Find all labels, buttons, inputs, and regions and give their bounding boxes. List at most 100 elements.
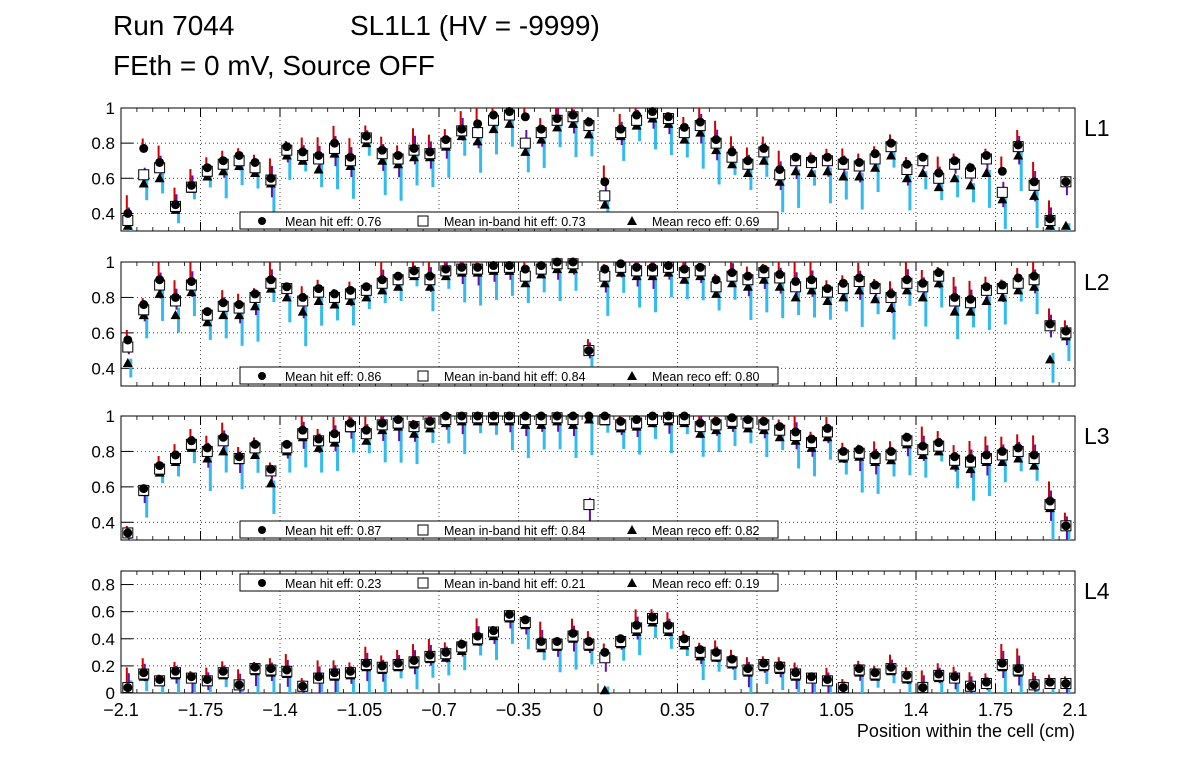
reco-point bbox=[774, 281, 785, 291]
hit-point bbox=[934, 438, 944, 448]
reco-point bbox=[917, 292, 928, 302]
hit-point bbox=[918, 683, 928, 693]
hit-point bbox=[1029, 450, 1039, 460]
reco-point bbox=[552, 122, 563, 132]
hit-point bbox=[1061, 326, 1071, 336]
hit-point bbox=[918, 278, 928, 288]
hit-point bbox=[648, 107, 658, 117]
hit-point bbox=[441, 647, 451, 657]
reco-point bbox=[806, 285, 817, 295]
reco-point bbox=[599, 199, 610, 209]
reco-point bbox=[218, 166, 229, 176]
hit-point bbox=[807, 434, 817, 444]
reco-point bbox=[965, 464, 976, 474]
reco-point bbox=[472, 136, 483, 146]
hit-point bbox=[743, 664, 753, 674]
legend-hit-label: Mean hit eff: 0.23 bbox=[285, 577, 381, 591]
hit-point bbox=[171, 666, 181, 676]
hit-point bbox=[504, 261, 514, 271]
hit-point bbox=[377, 661, 387, 671]
reco-point bbox=[679, 274, 690, 284]
hit-point bbox=[981, 677, 991, 687]
hit-point bbox=[123, 528, 133, 538]
hit-point bbox=[791, 276, 801, 286]
hit-point bbox=[123, 335, 133, 345]
hit-point bbox=[695, 645, 705, 655]
hit-point bbox=[886, 289, 896, 299]
hit-point bbox=[425, 147, 435, 157]
hit-point bbox=[250, 439, 260, 449]
x-tick-label: −1.05 bbox=[337, 700, 383, 720]
hit-point bbox=[886, 138, 896, 148]
hit-point bbox=[584, 411, 594, 421]
legend-hit-marker bbox=[258, 217, 266, 225]
hit-point bbox=[330, 429, 340, 439]
y-tick-label: 1 bbox=[106, 407, 115, 426]
hit-point bbox=[663, 411, 673, 421]
x-tick-label: −0.35 bbox=[496, 700, 542, 720]
hit-point bbox=[298, 425, 308, 435]
hit-point bbox=[393, 658, 403, 668]
hit-point bbox=[870, 280, 880, 290]
reco-point bbox=[1060, 220, 1071, 230]
hit-point bbox=[282, 142, 292, 152]
hit-point bbox=[155, 157, 165, 167]
reco-point bbox=[409, 152, 420, 162]
legend-reco-marker bbox=[627, 216, 637, 225]
hit-point bbox=[807, 672, 817, 682]
hit-point bbox=[234, 452, 244, 462]
hit-point bbox=[393, 150, 403, 160]
hit-point bbox=[361, 282, 371, 292]
legend-reco-label: Mean reco eff: 0.69 bbox=[652, 215, 760, 229]
legend-inband-marker bbox=[417, 370, 429, 382]
hit-point bbox=[425, 650, 435, 660]
hit-point bbox=[186, 180, 196, 190]
reco-point bbox=[1013, 453, 1024, 463]
hit-point bbox=[1045, 677, 1055, 687]
reco-point bbox=[854, 285, 865, 295]
reco-point bbox=[679, 134, 690, 144]
reco-point bbox=[281, 292, 292, 302]
hit-point bbox=[1061, 679, 1071, 689]
legend-hit-marker bbox=[258, 526, 266, 534]
panel-label-L4: L4 bbox=[1084, 578, 1110, 604]
hit-point bbox=[171, 200, 181, 210]
hit-point bbox=[1045, 319, 1055, 329]
reco-point bbox=[568, 118, 579, 128]
reco-point bbox=[981, 168, 992, 178]
hit-point bbox=[854, 157, 864, 167]
hit-point bbox=[934, 168, 944, 178]
legend-inband-label: Mean in-band hit eff: 0.73 bbox=[444, 215, 586, 229]
hit-point bbox=[1013, 443, 1023, 453]
reco-point bbox=[695, 428, 706, 438]
reco-point bbox=[520, 146, 531, 156]
hit-point bbox=[504, 107, 514, 117]
hit-point bbox=[616, 634, 626, 644]
hit-point bbox=[473, 631, 483, 641]
hit-point bbox=[552, 257, 562, 267]
reco-point bbox=[727, 159, 738, 169]
reco-point bbox=[154, 173, 165, 183]
hit-point bbox=[632, 110, 642, 120]
reco-point bbox=[774, 432, 785, 442]
hit-point bbox=[663, 261, 673, 271]
hit-point bbox=[489, 110, 499, 120]
hit-point bbox=[807, 154, 817, 164]
hit-point bbox=[282, 665, 292, 675]
hit-point bbox=[504, 609, 514, 619]
hit-point bbox=[155, 674, 165, 684]
reco-point bbox=[822, 295, 833, 305]
reco-point bbox=[488, 124, 499, 134]
inband-point bbox=[138, 169, 150, 181]
legend-hit-marker bbox=[258, 579, 266, 587]
hit-point bbox=[727, 147, 737, 157]
y-tick-label: 0.8 bbox=[91, 134, 115, 153]
hit-point bbox=[489, 626, 499, 636]
reco-point bbox=[870, 294, 881, 304]
hit-point bbox=[902, 159, 912, 169]
x-axis-title: Position within the cell (cm) bbox=[857, 721, 1075, 741]
hit-point bbox=[186, 276, 196, 286]
hit-point bbox=[457, 124, 467, 134]
hit-point bbox=[1061, 521, 1071, 531]
